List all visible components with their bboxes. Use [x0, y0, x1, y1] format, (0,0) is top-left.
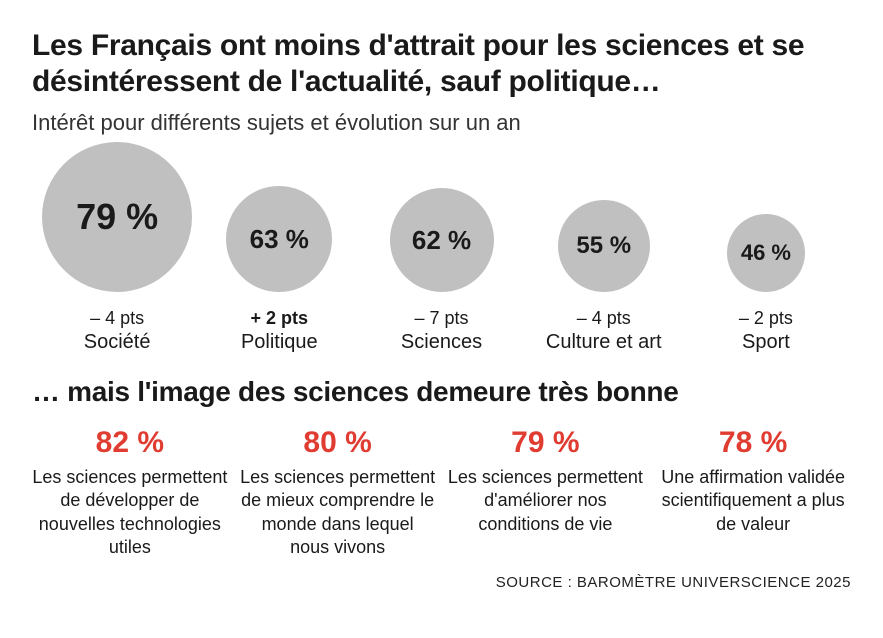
- stat-pct: 79 %: [448, 426, 644, 460]
- bubble-label: Culture et art: [546, 331, 662, 354]
- bubble-item: 46 % – 2 pts Sport: [685, 214, 847, 354]
- section2-title: … mais l'image des sciences demeure très…: [32, 376, 851, 408]
- bubble-change: – 2 pts: [739, 308, 793, 329]
- bubble-circle: 62 %: [390, 188, 494, 292]
- main-title: Les Français ont moins d'attrait pour le…: [32, 28, 851, 100]
- bubble-circle: 63 %: [226, 186, 332, 292]
- bubble-label: Société: [84, 331, 151, 354]
- stat-item: 79 % Les sciences permettent d'améliorer…: [448, 426, 644, 560]
- bubble-circle: 79 %: [42, 142, 192, 292]
- bubble-change: + 2 pts: [251, 308, 309, 329]
- bubble-item: 63 % + 2 pts Politique: [198, 186, 360, 354]
- bubble-pct: 62 %: [412, 227, 471, 253]
- bubble-label: Sciences: [401, 331, 482, 354]
- subtitle: Intérêt pour différents sujets et évolut…: [32, 110, 851, 136]
- stat-pct: 80 %: [240, 426, 436, 460]
- bubble-pct: 55 %: [576, 234, 631, 258]
- bubble-item: 79 % – 4 pts Société: [36, 142, 198, 354]
- bubble-circle: 46 %: [727, 214, 805, 292]
- stat-item: 82 % Les sciences permettent de développ…: [32, 426, 228, 560]
- bubble-circle: 55 %: [558, 200, 650, 292]
- stats-row: 82 % Les sciences permettent de développ…: [32, 426, 851, 560]
- source-line: SOURCE : BAROMÈTRE UNIVERSCIENCE 2025: [32, 574, 851, 591]
- bubble-pct: 79 %: [76, 199, 158, 235]
- bubble-change: – 4 pts: [90, 308, 144, 329]
- stat-item: 78 % Une affirmation validée scientifiqu…: [655, 426, 851, 560]
- bubble-row: 79 % – 4 pts Société 63 % + 2 pts Politi…: [32, 154, 851, 354]
- bubble-change: – 4 pts: [577, 308, 631, 329]
- bubble-label: Politique: [241, 331, 318, 354]
- stat-pct: 78 %: [655, 426, 851, 460]
- bubble-change: – 7 pts: [414, 308, 468, 329]
- stat-text: Une affirmation validée scientifiquement…: [655, 466, 851, 536]
- bubble-pct: 46 %: [741, 242, 791, 264]
- stat-text: Les sciences permettent de mieux compren…: [240, 466, 436, 560]
- stat-text: Les sciences permettent de développer de…: [32, 466, 228, 560]
- bubble-item: 62 % – 7 pts Sciences: [360, 188, 522, 354]
- stat-text: Les sciences permettent d'améliorer nos …: [448, 466, 644, 536]
- stat-item: 80 % Les sciences permettent de mieux co…: [240, 426, 436, 560]
- bubble-label: Sport: [742, 331, 790, 354]
- stat-pct: 82 %: [32, 426, 228, 460]
- bubble-item: 55 % – 4 pts Culture et art: [523, 200, 685, 354]
- bubble-pct: 63 %: [250, 226, 309, 252]
